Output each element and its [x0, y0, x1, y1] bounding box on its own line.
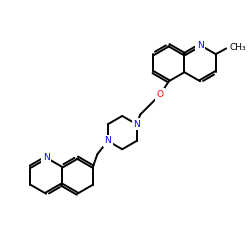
Text: N: N	[43, 153, 50, 162]
Text: N: N	[197, 40, 203, 50]
Text: CH₃: CH₃	[230, 44, 246, 52]
Text: N: N	[133, 120, 140, 129]
Text: O: O	[157, 90, 164, 99]
Text: N: N	[104, 136, 111, 145]
